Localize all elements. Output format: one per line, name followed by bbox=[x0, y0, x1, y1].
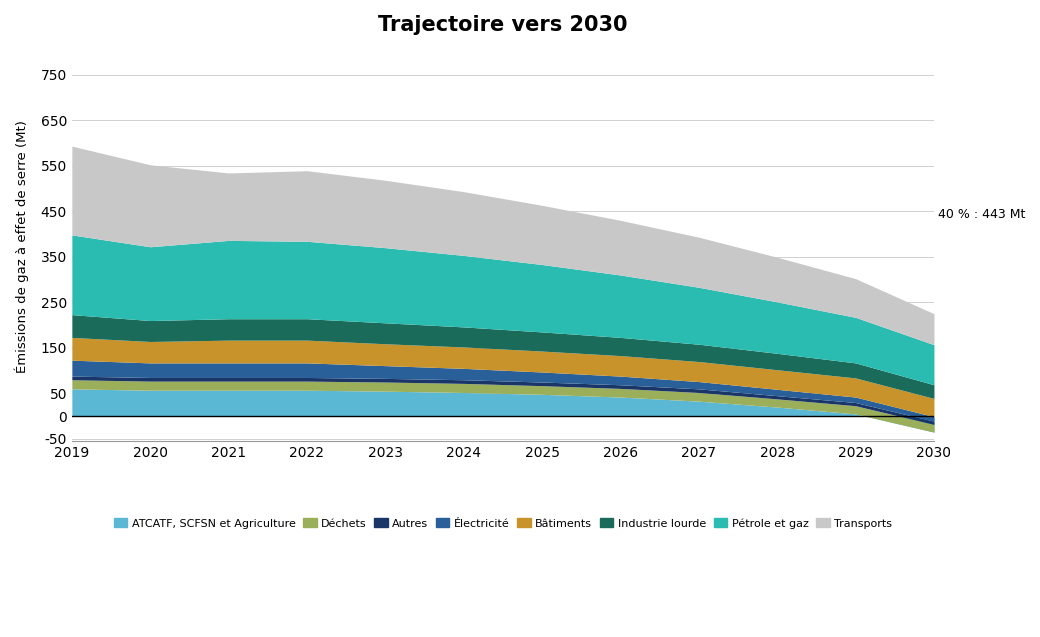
Title: Trajectoire vers 2030: Trajectoire vers 2030 bbox=[379, 15, 628, 35]
Text: 40 % : 443 Mt: 40 % : 443 Mt bbox=[938, 208, 1025, 221]
Y-axis label: Émissions de gaz à effet de serre (Mt): Émissions de gaz à effet de serre (Mt) bbox=[15, 120, 29, 373]
Legend: ATCATF, SCFSN et Agriculture, Déchets, Autres, Électricité, Bâtiments, Industrie: ATCATF, SCFSN et Agriculture, Déchets, A… bbox=[109, 513, 896, 533]
